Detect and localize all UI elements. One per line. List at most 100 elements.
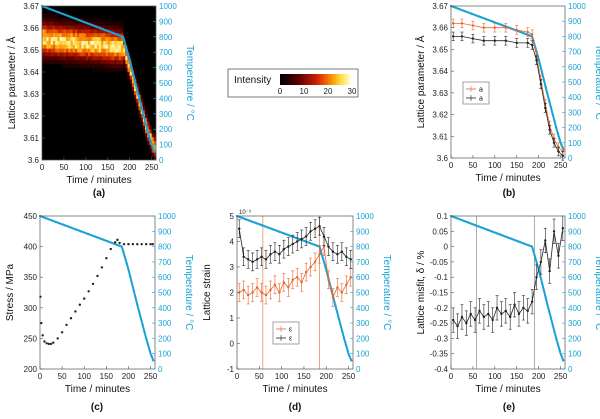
heatmap-cell [99,52,102,57]
data-point [548,128,551,131]
heatmap-cell [83,63,87,68]
heatmap-cell [92,48,95,53]
temperature-point [456,217,460,220]
y-tick-label: 3.66 [432,24,448,33]
heatmap-cell [50,56,54,61]
data-point [39,295,42,298]
heatmap-cell [120,32,124,38]
legend-entry: a [479,87,483,94]
y2-tick-label: 0 [158,365,163,374]
heatmap-cell [72,59,76,65]
heatmap-cell [61,40,65,45]
temperature-point [65,14,68,17]
heatmap-cell [52,59,56,65]
heatmap-cell [149,148,152,153]
y2-tick-label: 900 [159,17,173,26]
temperature-point [486,18,489,21]
temperature-point [458,218,461,221]
heatmap-cell [81,25,84,30]
temperature-point [97,26,100,29]
temperature-point [107,240,111,243]
heatmap-cell [145,129,148,134]
y2-tick-label: 100 [356,350,370,359]
heatmap-cell [63,32,67,38]
heatmap-cell [46,36,49,41]
y-tick-label: 3.63 [23,90,39,99]
heatmap-cell [77,21,80,26]
heatmap-cell [112,29,115,34]
data-point [278,253,281,256]
y-tick-label: -0.4 [434,365,448,374]
x-tick-label: 250 [554,161,568,170]
temperature-point [462,219,465,222]
heatmap-cell [92,25,95,30]
heatmap-cell [129,67,133,72]
panel-label: (a) [93,188,105,199]
heatmap-cell [83,40,87,45]
temperature-point [132,289,135,292]
data-point [87,290,90,293]
temperature-point [562,148,565,151]
temperature-point [135,87,138,90]
data-point [136,242,139,246]
temperature-point [516,240,519,243]
data-point [246,258,250,261]
heatmap-cell [61,17,65,22]
x-axis-label: Time / minutes [262,384,327,395]
heatmap-cell [52,25,56,30]
temperature-point [314,244,317,247]
colorbar-swatch [324,74,327,85]
heatmap-cell [44,25,47,30]
panel-c: 0 50 100 150 200 250 200 250 300 350 400 450 0 100 200… [5,212,194,413]
heatmap-cell [59,44,63,49]
heatmap-cell [107,63,111,68]
heatmap-cell [44,21,47,26]
heatmap-cell [105,48,109,53]
data-point [349,258,352,261]
heatmap-cell [50,21,54,26]
data-point [471,24,475,27]
temperature-point [56,221,59,224]
temperature-point [257,222,260,226]
heatmap-cell [125,56,128,61]
y2-tick-label: 100 [158,350,172,359]
data-point [535,276,538,279]
temperature-point [500,234,503,237]
temperature-point [544,296,547,299]
temperature-point [504,235,507,238]
heatmap-cell [72,29,76,34]
heatmap-cell [70,21,73,26]
heatmap-cell [107,48,111,53]
heatmap-cell [109,25,113,30]
x-tick-label: 200 [320,372,334,381]
heatmap-cell [105,67,109,72]
heatmap-cell [55,29,58,34]
heatmap-cell [127,48,130,53]
y2-tick-label: 900 [356,227,370,236]
temperature-point [470,222,474,226]
temperature-point [47,218,50,221]
data-point [238,227,241,230]
heatmap-cell [116,25,120,30]
temperature-point [259,223,262,226]
heatmap-cell [116,48,120,53]
temperature-point [560,143,563,147]
heatmap-cell [140,113,144,118]
temperature-point [476,14,479,17]
heatmap-cell [112,21,115,26]
series-e-0 [451,215,565,339]
y2-tick-label: 500 [568,289,582,298]
data-point [40,321,43,325]
heatmap-cell [138,90,141,95]
heatmap-cell [59,40,63,45]
data-point [131,242,135,246]
y2-tick-label: 500 [356,289,370,298]
temperature-point [285,233,289,236]
data-point [287,245,290,248]
heatmap-cell [118,21,122,26]
temperature-point [544,86,547,89]
temperature-point [502,234,505,237]
temperature-point [273,228,276,231]
heatmap-cell [151,148,155,153]
temperature-point [102,28,105,31]
